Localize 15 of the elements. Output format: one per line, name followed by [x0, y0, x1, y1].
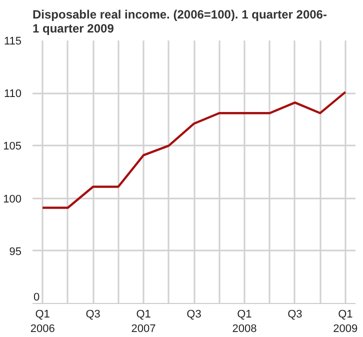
chart-title: Disposable real income. (2006=100). 1 quarter 2006- 1 quarter 2009: [32, 8, 327, 36]
x-tick-label: Q3: [86, 308, 100, 320]
y-tick-label: 95: [9, 246, 22, 258]
line-series: [41, 90, 347, 209]
x-tick-label: Q3: [186, 308, 202, 320]
x-tick-label: Q1 2007: [131, 308, 156, 335]
y-tick-label: 105: [3, 140, 22, 153]
x-tick-label: Q3: [288, 308, 302, 320]
y-tick-label: 115: [4, 36, 22, 48]
x-tick-label: Q1 2009: [333, 308, 358, 335]
y-tick-label: 100: [3, 193, 22, 206]
annotation: 0: [34, 292, 40, 304]
y-tick-label: 110: [4, 88, 22, 100]
x-tick-label: Q1 2008: [232, 308, 257, 335]
x-tick-label: Q1 2006: [30, 308, 55, 335]
